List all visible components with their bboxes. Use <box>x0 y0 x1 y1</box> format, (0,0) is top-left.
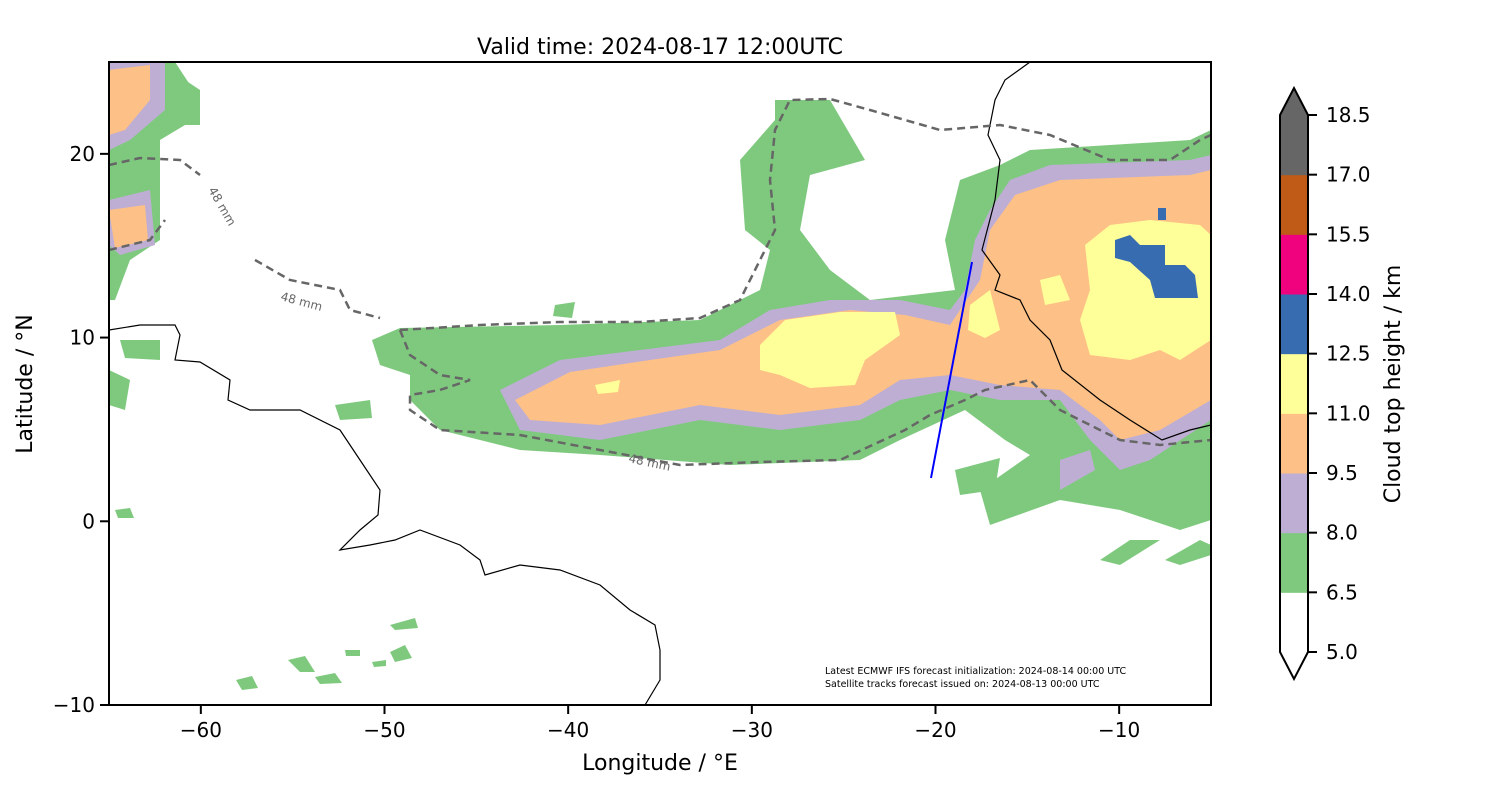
x-tick-label: −10 <box>1098 718 1140 742</box>
colorbar-tick-label: 11.0 <box>1326 401 1371 425</box>
colorbar-extend-min <box>1280 652 1308 679</box>
contour-48mm <box>109 97 1211 467</box>
plot-frame <box>108 61 1212 706</box>
colorbar-tick-label: 6.5 <box>1326 580 1358 604</box>
y-tick-label: 20 <box>70 142 95 166</box>
colorbar-tick-label: 14.0 <box>1326 282 1371 306</box>
x-tick-label: −60 <box>180 718 222 742</box>
map-area: 48 mm 48 mm 48 mm Latest ECMWF IFS forec… <box>109 62 1211 705</box>
y-tick-label: 0 <box>82 509 95 533</box>
y-tick-label: 10 <box>70 326 95 350</box>
axes: −60 −50 −40 −30 −20 −10 20 10 0 −10 <box>53 142 1140 742</box>
contour-label: 48 mm <box>279 289 324 314</box>
cloud-top-11-12.5 <box>595 220 1211 394</box>
cloud-top-12.5-14 <box>1115 208 1198 298</box>
annotation-line2: Satellite tracks forecast issued on: 202… <box>825 679 1100 690</box>
y-tick-label: −10 <box>53 693 95 717</box>
colorbar-band <box>1280 115 1308 176</box>
x-tick-label: −50 <box>363 718 405 742</box>
plot-title: Valid time: 2024-08-17 12:00UTC <box>477 35 843 60</box>
colorbar-band <box>1280 532 1308 593</box>
colorbar-label: Cloud top height / km <box>1381 265 1406 504</box>
colorbar-tick-label: 17.0 <box>1326 163 1371 187</box>
colorbar-tick-label: 8.0 <box>1326 521 1358 545</box>
colorbar-tick-label: 5.0 <box>1326 640 1358 664</box>
colorbar-tick-label: 18.5 <box>1326 103 1371 127</box>
x-tick-label: −20 <box>914 718 956 742</box>
colorbar-band <box>1280 413 1308 474</box>
colorbar-tick-label: 15.5 <box>1326 222 1371 246</box>
colorbar-band <box>1280 353 1308 414</box>
colorbar-tick-label: 12.5 <box>1326 342 1371 366</box>
coastline <box>109 62 1211 705</box>
cloud-top-9.5-11 <box>109 65 1211 440</box>
colorbar-extend-max <box>1280 88 1308 115</box>
colorbar-band <box>1280 473 1308 534</box>
colorbar-tick-label: 9.5 <box>1326 461 1358 485</box>
x-axis-label: Longitude / °E <box>582 751 738 776</box>
x-tick-label: −30 <box>731 718 773 742</box>
y-axis-label: Latitude / °N <box>13 314 38 453</box>
annotation-line1: Latest ECMWF IFS forecast initialization… <box>825 666 1126 677</box>
colorbar-band <box>1280 234 1308 295</box>
x-tick-label: −40 <box>547 718 589 742</box>
colorbar-band <box>1280 592 1308 653</box>
colorbar: 5.0 6.5 8.0 9.5 11.0 12.5 14.0 15.5 17.0 18.5 <box>1279 85 1371 682</box>
contour-label: 48 mm <box>205 185 238 229</box>
colorbar-band <box>1280 294 1308 355</box>
satellite-track <box>930 261 973 479</box>
colorbar-band <box>1280 174 1308 235</box>
